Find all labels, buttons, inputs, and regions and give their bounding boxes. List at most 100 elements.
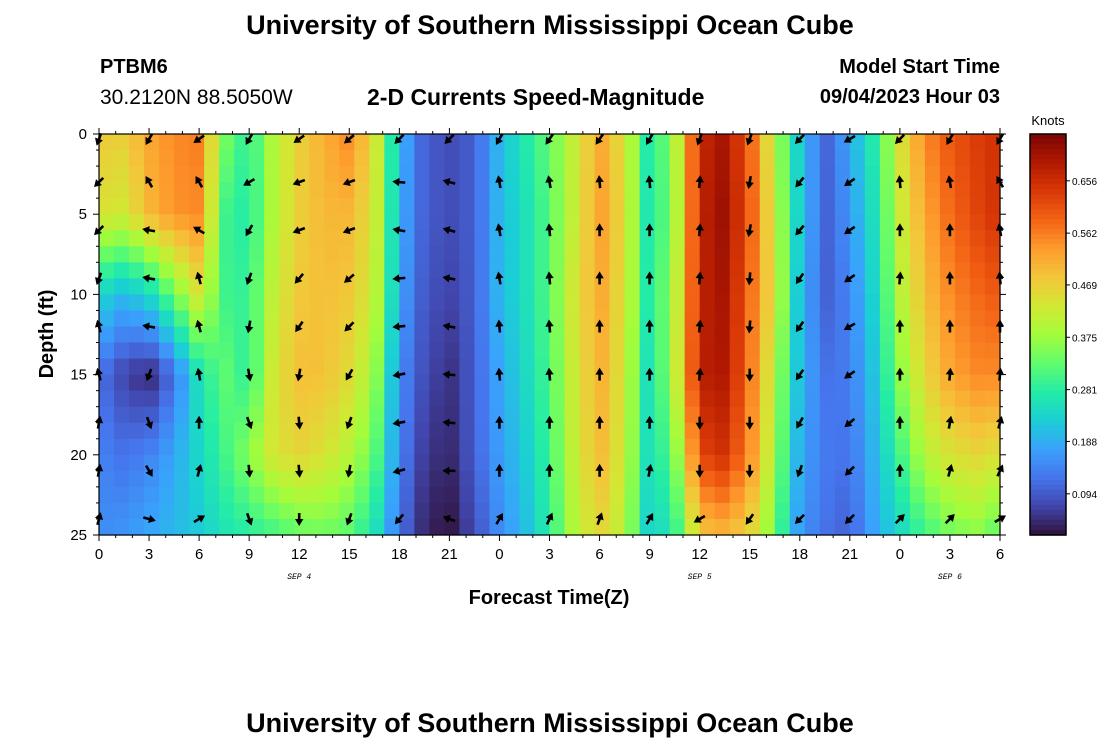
heatmap-cell — [819, 358, 836, 376]
current-arrow — [345, 464, 354, 478]
heatmap-cell — [144, 342, 160, 360]
heatmap-cell — [969, 390, 986, 408]
heatmap-cell — [369, 150, 385, 167]
heatmap-cell — [909, 390, 926, 408]
heatmap-cell — [369, 326, 385, 344]
heatmap-cell — [534, 166, 551, 183]
heatmap-cell — [114, 262, 130, 279]
heatmap-cell — [384, 246, 400, 263]
heatmap-cell — [594, 150, 611, 167]
heatmap-cell — [744, 150, 761, 167]
y-tick-label: 0 — [79, 126, 87, 143]
heatmap-cell — [684, 406, 701, 424]
heatmap-cell — [954, 198, 971, 215]
heatmap-cell — [174, 150, 190, 167]
colorbar-swatch — [1030, 249, 1066, 255]
heatmap-cell — [114, 310, 130, 328]
heatmap-cell — [144, 134, 160, 151]
heatmap-cell — [234, 182, 250, 199]
heatmap-cell — [699, 422, 716, 440]
heatmap-cell — [204, 326, 220, 344]
heatmap-cell — [969, 454, 986, 472]
heatmap-cell — [504, 406, 521, 424]
heatmap-cell — [264, 198, 280, 215]
colorbar-swatch — [1030, 149, 1066, 155]
heatmap-cell — [249, 342, 265, 360]
heatmap-cell — [279, 422, 295, 440]
heatmap-cell — [144, 310, 160, 328]
heatmap-cell — [189, 230, 205, 247]
colorbar-swatch — [1030, 349, 1066, 356]
heatmap-cell — [354, 390, 370, 408]
heatmap-cell — [444, 182, 460, 199]
heatmap-cell — [684, 390, 701, 408]
heatmap-cell — [264, 518, 280, 536]
current-arrow — [545, 512, 554, 525]
heatmap-cell — [399, 470, 415, 488]
heatmap-cell — [339, 390, 355, 408]
current-arrow — [295, 513, 304, 526]
heatmap-cell — [819, 342, 836, 360]
heatmap-cell — [744, 198, 761, 215]
heatmap-cell — [804, 246, 821, 263]
heatmap-cell — [759, 358, 776, 376]
heatmap-cell — [159, 310, 175, 328]
heatmap-cell — [159, 214, 175, 231]
heatmap-cell — [309, 278, 325, 295]
heatmap-cell — [939, 326, 956, 344]
heatmap-cell — [264, 278, 280, 295]
heatmap-cell — [159, 166, 175, 183]
heatmap-cell — [384, 470, 400, 488]
heatmap-cell — [474, 150, 491, 167]
heatmap-cell — [729, 358, 746, 376]
colorbar-swatch — [1030, 304, 1066, 311]
heatmap-cell — [594, 374, 611, 392]
heatmap-cell — [579, 486, 596, 504]
heatmap-cell — [234, 310, 250, 328]
heatmap-cell — [219, 342, 235, 360]
model-start-label: Model Start Time — [839, 56, 1000, 78]
heatmap-cell — [489, 422, 506, 440]
heatmap-cell — [159, 406, 175, 424]
heatmap-cell — [789, 502, 806, 520]
heatmap-cell — [804, 422, 821, 440]
colorbar-swatch — [1030, 504, 1066, 511]
heatmap-cell — [834, 310, 851, 328]
heatmap-cell — [234, 486, 250, 504]
heatmap-cell — [969, 374, 986, 392]
heatmap-cell — [894, 294, 911, 312]
heatmap-cell — [699, 358, 716, 376]
heatmap-cell — [894, 182, 911, 199]
heatmap-cell — [924, 374, 941, 392]
heatmap-cell — [204, 390, 220, 408]
heatmap-cell — [189, 470, 205, 488]
current-arrow — [495, 415, 504, 429]
heatmap-cell — [189, 198, 205, 215]
heatmap-cell — [189, 326, 205, 344]
heatmap-cell — [354, 214, 370, 231]
current-arrow — [695, 271, 704, 285]
x-tick-label: 15 — [341, 546, 358, 563]
heatmap-cell — [639, 374, 656, 392]
heatmap-cell — [99, 262, 115, 279]
heatmap-cell — [129, 374, 145, 392]
heatmap-cell — [459, 326, 476, 344]
heatmap-cell — [204, 182, 220, 199]
heatmap-cell — [699, 294, 716, 312]
heatmap-cell — [984, 230, 1001, 247]
heatmap-cell — [129, 166, 145, 183]
heatmap-cell — [729, 470, 746, 488]
current-arrow — [444, 133, 455, 144]
heatmap-cell — [894, 230, 911, 247]
colorbar-frame — [1029, 133, 1067, 536]
heatmap-cell — [504, 342, 521, 360]
heatmap-cell — [654, 422, 671, 440]
chart-title: 2-D Currents Speed-Magnitude — [367, 84, 705, 110]
heatmap-cell — [819, 390, 836, 408]
heatmap-cell — [174, 198, 190, 215]
current-arrow — [595, 175, 604, 189]
heatmap-cell — [204, 214, 220, 231]
current-arrow — [844, 225, 856, 235]
current-arrow — [495, 133, 504, 146]
heatmap-cell — [729, 406, 746, 424]
